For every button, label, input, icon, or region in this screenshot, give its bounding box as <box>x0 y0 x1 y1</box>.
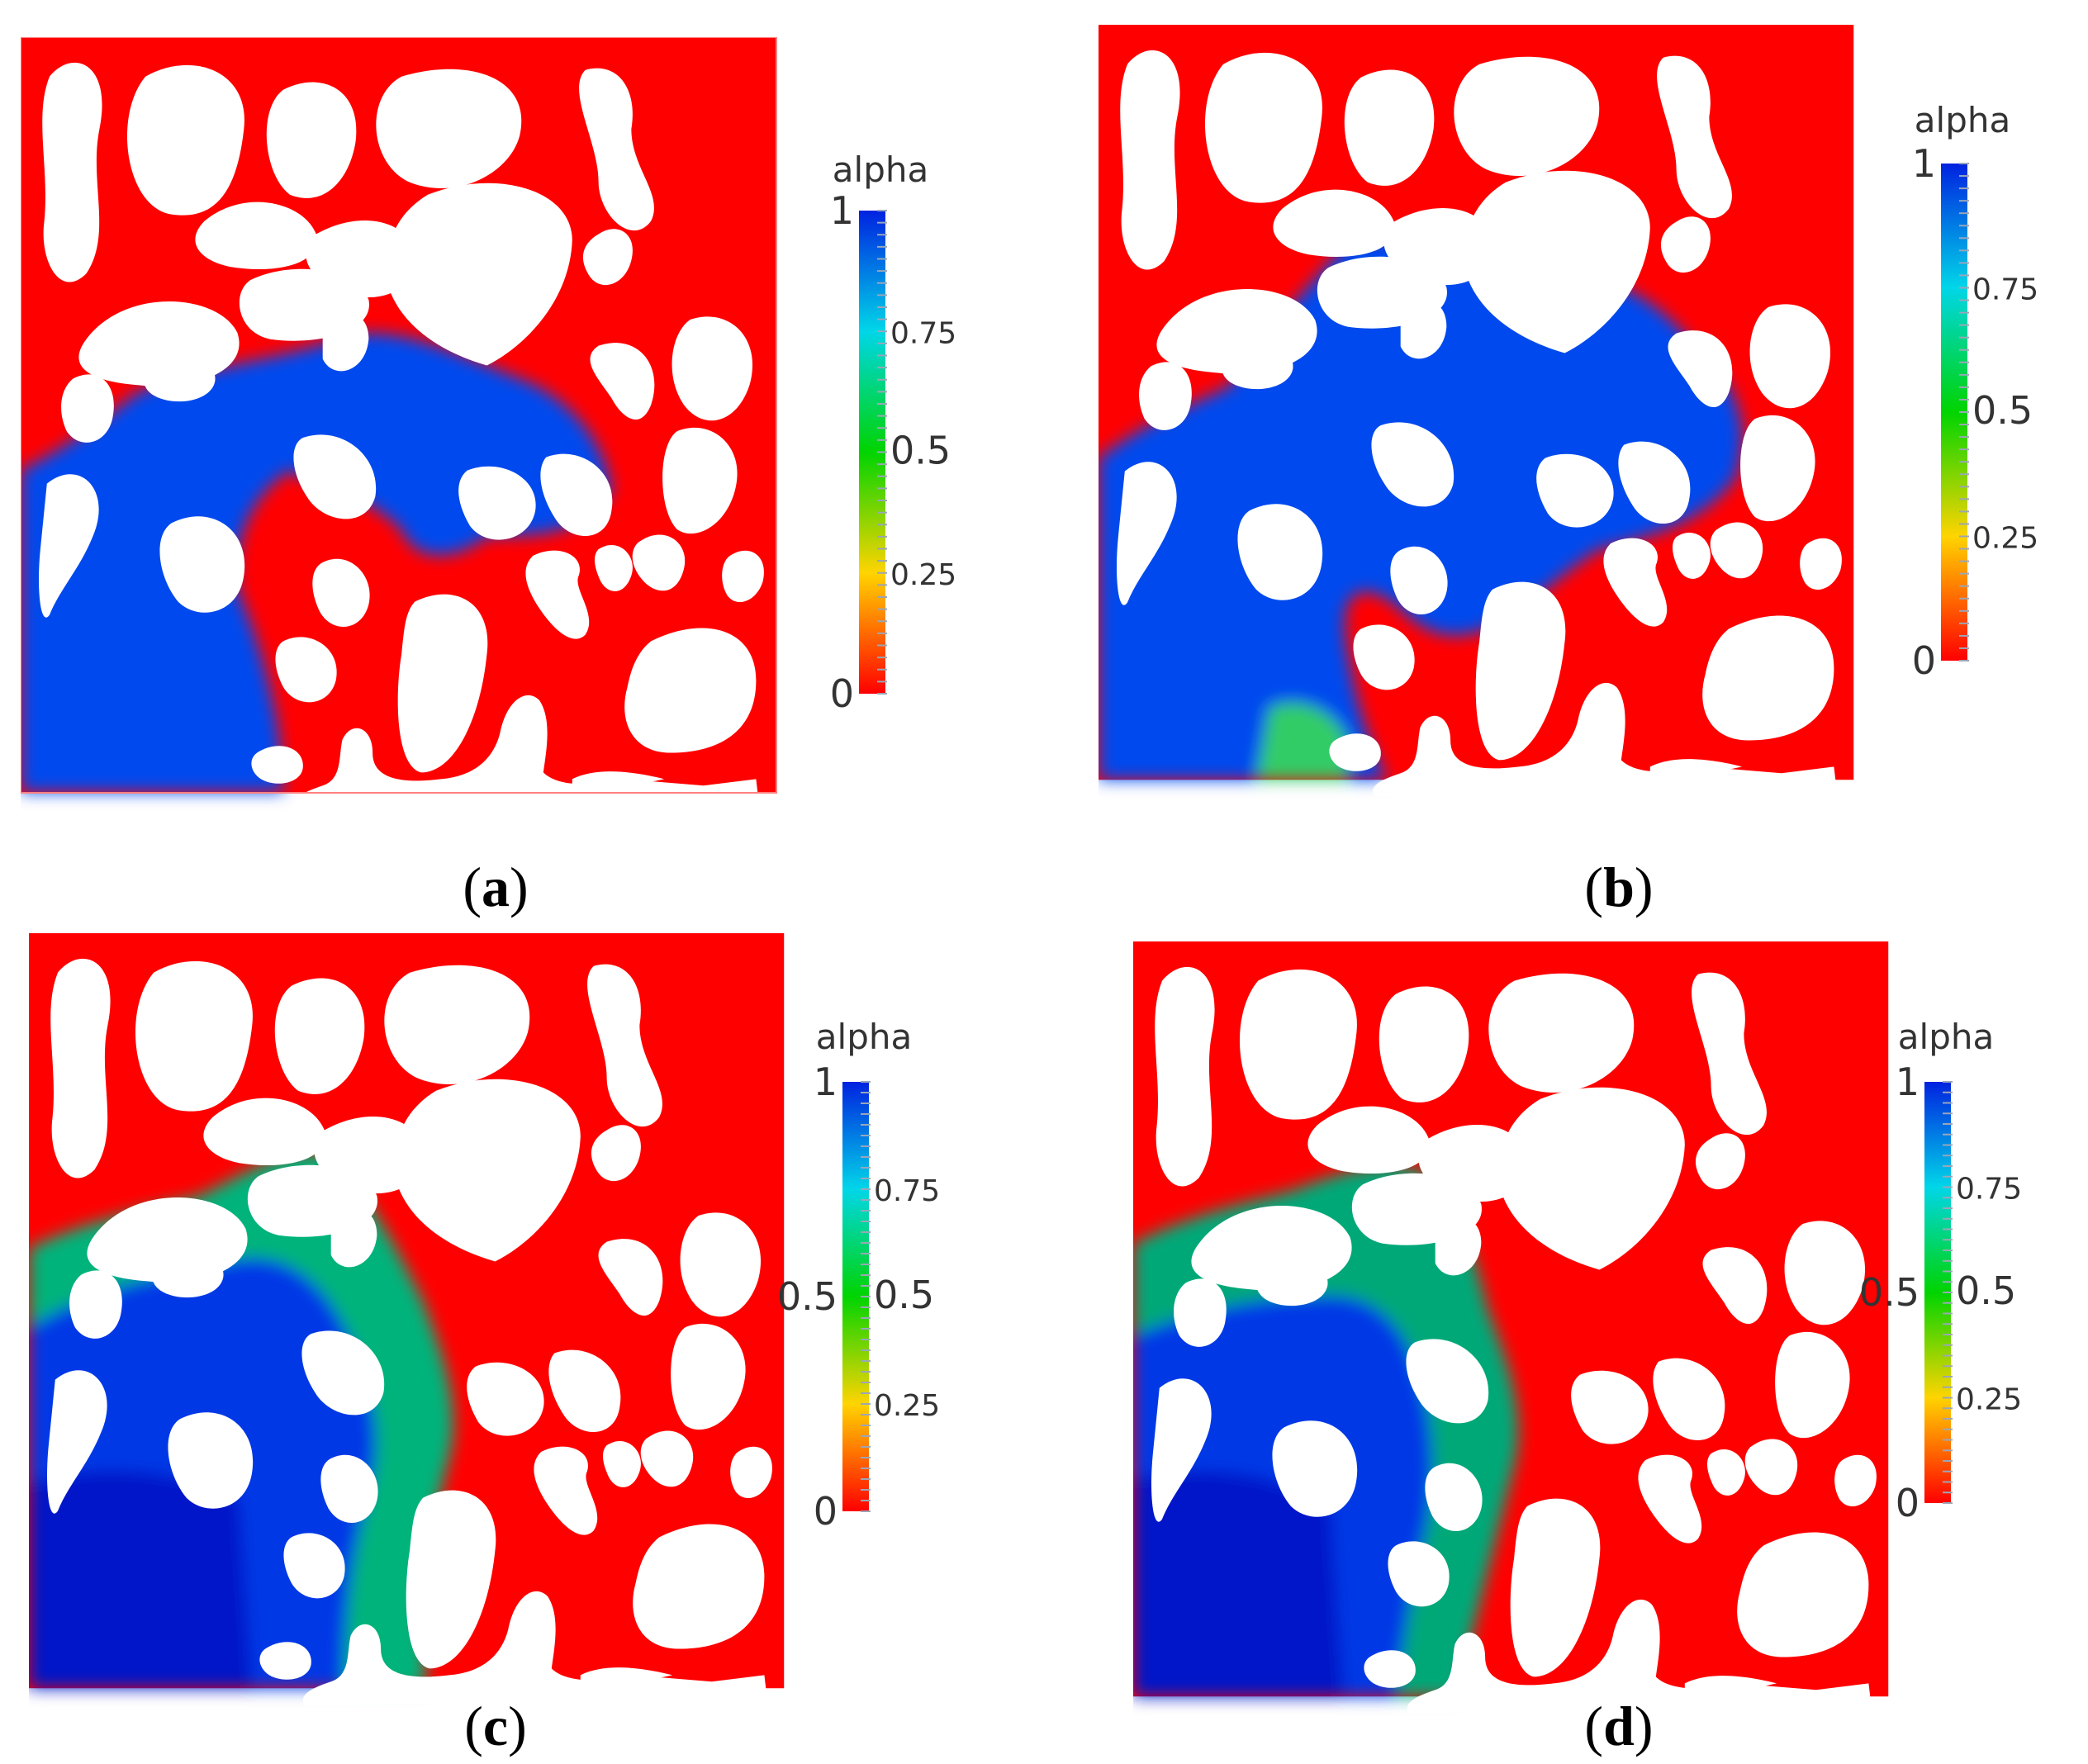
colorbar-end-label: 0 <box>1912 638 1936 683</box>
colorbar-end-label: 0 <box>830 671 854 716</box>
colorbar-title: alpha <box>816 1017 912 1057</box>
colorbar-title: alpha <box>1915 100 2010 140</box>
colorbar-tick-label: 0.25 <box>1972 522 2038 556</box>
panel-c-plot <box>29 933 785 1705</box>
colorbar-end-label: 0.5 <box>777 1274 838 1319</box>
invading-phase <box>21 333 612 793</box>
colorbar-end-label: 1 <box>1896 1060 1920 1104</box>
caption-d: (d) <box>1584 1695 1654 1757</box>
colorbar-title: alpha <box>833 149 928 190</box>
panel-c <box>29 933 987 1726</box>
panel-d-plot <box>1133 941 1889 1714</box>
colorbar-tick-label: 0.5 <box>1956 1268 2016 1313</box>
caption-a: (a) <box>463 856 529 918</box>
colorbar-tick-label: 0.25 <box>874 1389 940 1423</box>
colorbar-tick-label: 0.5 <box>1972 388 2033 433</box>
panel-b-plot <box>1099 25 1854 797</box>
colorbar-tick-label: 0.5 <box>874 1273 934 1317</box>
panel-d <box>1133 941 2088 1734</box>
colorbar-tick-label: 0.5 <box>890 429 951 473</box>
colorbar-end-label: 0 <box>814 1489 838 1534</box>
panel-a-plot <box>21 37 777 809</box>
colorbar-b: alpha 0.75 0.5 0.25 1 0 <box>1912 100 2038 683</box>
colorbar-tick-label: 0.75 <box>1956 1173 2022 1207</box>
colorbar-tick-label: 0.25 <box>890 558 956 592</box>
colorbar-c: alpha 0.75 0.5 0.25 1 0.5 0 <box>777 1017 940 1534</box>
colorbar-end-label: 1 <box>830 188 854 233</box>
caption-c: (c) <box>464 1695 527 1757</box>
colorbar-d: alpha 0.75 0.5 0.25 1 0.5 0 <box>1859 1017 2022 1525</box>
colorbar-end-label: 1 <box>1912 141 1936 186</box>
colorbar-title: alpha <box>1898 1017 1994 1057</box>
panel-a <box>21 37 979 830</box>
caption-b: (b) <box>1584 856 1654 918</box>
colorbar-tick-label: 0.75 <box>1972 273 2038 307</box>
colorbar-a: alpha 0.75 0.5 0.25 1 0 <box>830 149 956 716</box>
panel-b <box>1099 25 2057 818</box>
colorbar-tick-label: 0.75 <box>874 1174 940 1208</box>
colorbar-tick-label: 0.75 <box>890 316 956 350</box>
colorbar-end-label: 0.5 <box>1859 1270 1920 1315</box>
colorbar-end-label: 1 <box>814 1060 838 1104</box>
colorbar-end-label: 0 <box>1896 1481 1920 1525</box>
colorbar-tick-label: 0.25 <box>1956 1383 2022 1417</box>
